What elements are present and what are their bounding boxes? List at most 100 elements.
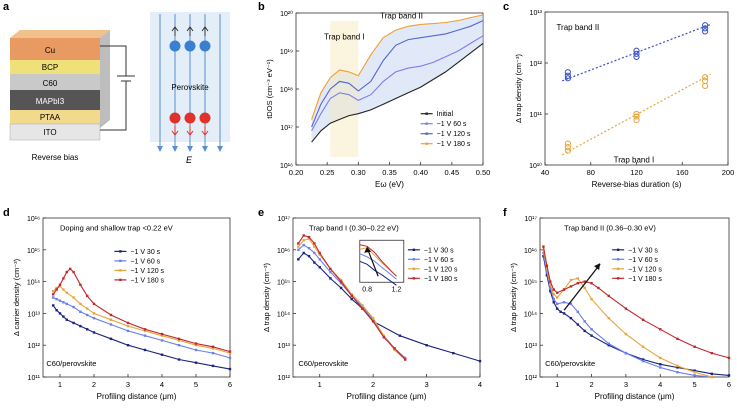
- data-point: [555, 296, 559, 299]
- y-tick-label: 10¹²: [525, 375, 538, 382]
- data-point: [583, 286, 586, 290]
- inset-series-line: [359, 244, 397, 277]
- data-point: [160, 353, 164, 356]
- data-point: [228, 351, 232, 355]
- annotation-trap-band-ii: Trap band II: [556, 23, 599, 32]
- data-point: [552, 301, 555, 304]
- field-arrowhead-3: [187, 146, 193, 152]
- legend-marker: [412, 258, 416, 261]
- layer-label-mapbi3: MAPbI3: [36, 97, 65, 106]
- data-point: [339, 281, 343, 285]
- x-tick-label: 4: [160, 380, 164, 389]
- data-point: [693, 345, 696, 348]
- data-point: [583, 329, 586, 333]
- y-tick-label: 10¹³: [530, 10, 543, 17]
- legend-label: −1 V 60 s: [130, 258, 160, 265]
- field-arrowhead-1: [157, 146, 163, 152]
- x-tick-label: 0.20: [289, 168, 304, 177]
- data-point: [398, 334, 402, 337]
- data-point: [318, 258, 321, 261]
- stack-top-face: [10, 30, 110, 38]
- data-point: [545, 274, 549, 277]
- y-tick-label: 10²⁰: [280, 10, 293, 18]
- data-point: [569, 316, 573, 320]
- data-point: [58, 312, 62, 315]
- legend-marker: [119, 269, 122, 272]
- data-point: [564, 140, 571, 147]
- data-point: [126, 344, 130, 347]
- x-tick-label: 5: [194, 380, 198, 389]
- legend-label: −1 V 180 s: [437, 141, 471, 148]
- x-tick-label: 3: [126, 380, 130, 389]
- data-point: [211, 347, 215, 350]
- data-point: [693, 374, 696, 377]
- data-point: [339, 280, 343, 283]
- layer-c60: [10, 74, 100, 90]
- data-point: [659, 366, 662, 369]
- data-point: [313, 245, 316, 248]
- data-point: [576, 277, 579, 280]
- y-tick-label: 10¹²: [28, 343, 41, 350]
- x-tick-label: 6: [228, 380, 232, 389]
- data-point: [339, 278, 343, 282]
- data-point: [109, 323, 113, 326]
- inset-arrow-icon: [366, 247, 379, 277]
- data-point: [143, 334, 147, 337]
- x-tick-label: 4: [658, 380, 662, 389]
- data-point: [562, 312, 566, 315]
- legend-marker: [616, 277, 620, 280]
- data-point: [382, 334, 386, 337]
- data-point: [607, 344, 610, 347]
- ion-red-3: [199, 112, 211, 124]
- y-tick-label: 10¹²: [278, 375, 291, 382]
- shaded-region: [311, 14, 483, 143]
- panel-letter-b: b: [258, 1, 265, 13]
- data-point: [361, 304, 364, 307]
- data-point: [307, 235, 311, 239]
- layer-label-cu: Cu: [45, 46, 55, 55]
- data-point: [313, 251, 316, 255]
- data-point: [52, 296, 55, 299]
- data-point: [576, 281, 579, 285]
- x-tick-label: 160: [676, 168, 689, 177]
- data-point: [624, 332, 628, 336]
- data-point: [79, 283, 82, 286]
- data-point: [542, 245, 545, 248]
- data-point: [393, 348, 396, 352]
- data-point: [177, 358, 181, 361]
- data-point: [65, 318, 68, 321]
- plot-frame: [539, 217, 730, 378]
- data-point: [160, 334, 164, 337]
- y-tick-label: 10¹³: [278, 343, 291, 350]
- perovskite-label: Perovskite: [171, 83, 209, 92]
- layer-bcp: [10, 60, 100, 74]
- legend-label: −1 V 180 s: [130, 277, 164, 284]
- legend-marker: [119, 250, 122, 253]
- y-tick-label: 10¹⁷: [524, 216, 537, 223]
- inset-tick-label: 1.2: [392, 286, 402, 293]
- x-tick-label: 0.25: [320, 168, 335, 177]
- data-point: [55, 286, 58, 290]
- data-point: [727, 374, 731, 377]
- inset-tick-label: 0.8: [362, 286, 372, 293]
- device-stack: Cu BCP C60 MAPbI3 PTAA ITO Reverse bias: [9, 30, 135, 162]
- data-point: [58, 283, 62, 286]
- y-tick-label: 10¹³: [28, 311, 41, 318]
- legend-label: Initial: [437, 111, 454, 118]
- x-tick-label: 80: [587, 168, 595, 177]
- data-point: [297, 242, 300, 245]
- down-arrow-icon: [201, 126, 209, 136]
- data-point: [404, 358, 407, 361]
- data-point: [86, 294, 89, 298]
- y-tick-label: 10¹⁷: [280, 125, 293, 132]
- data-point: [58, 285, 62, 288]
- data-point: [590, 281, 593, 285]
- data-point: [228, 350, 232, 353]
- inset-series-line: [359, 260, 397, 286]
- annotation-trap-band-ii: Trap band II: [380, 12, 423, 21]
- y-tick-label: 10¹⁵: [524, 280, 537, 287]
- x-tick-label: 0.50: [476, 168, 491, 177]
- data-point: [350, 294, 353, 298]
- data-point: [109, 337, 113, 341]
